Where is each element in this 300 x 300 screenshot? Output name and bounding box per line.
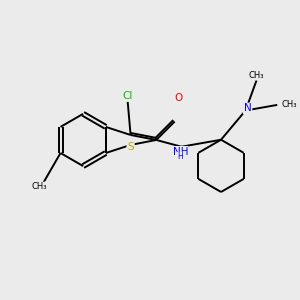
- Text: NH: NH: [172, 146, 188, 157]
- Text: S: S: [127, 142, 134, 152]
- Text: O: O: [175, 93, 183, 103]
- Text: N: N: [244, 103, 251, 113]
- Text: CH₃: CH₃: [281, 100, 297, 109]
- Text: CH₃: CH₃: [32, 182, 47, 191]
- Text: H: H: [177, 152, 183, 161]
- Text: Cl: Cl: [122, 91, 133, 101]
- Text: CH₃: CH₃: [249, 71, 264, 80]
